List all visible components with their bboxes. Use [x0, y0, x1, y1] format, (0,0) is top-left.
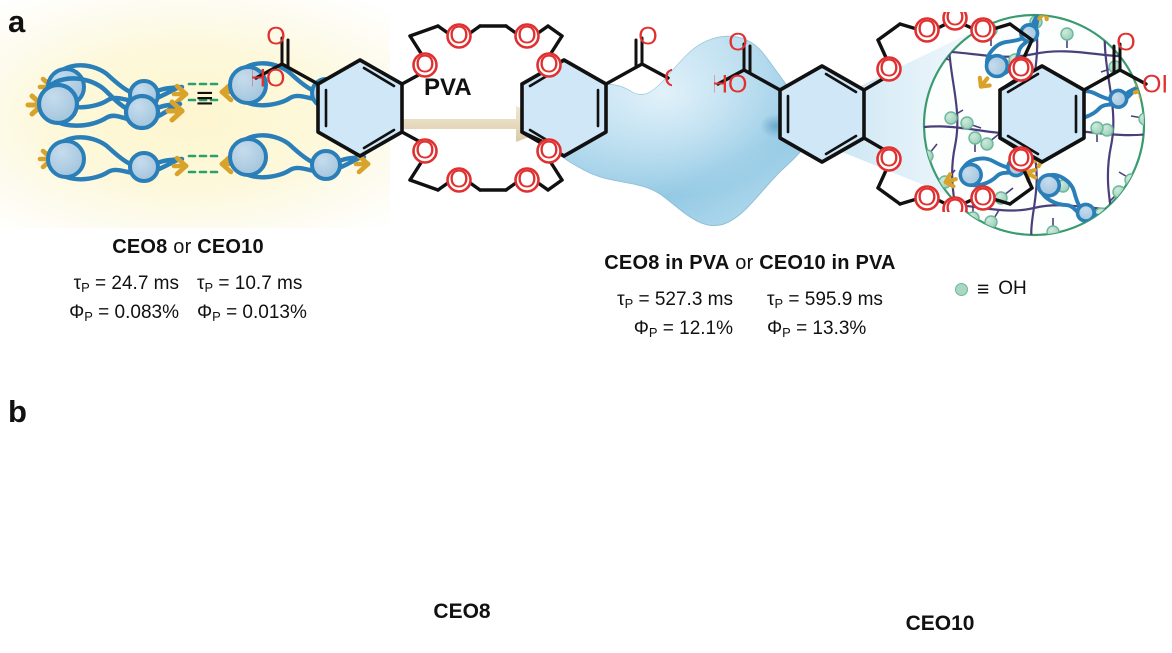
ceo10-bonds [716, 18, 1148, 210]
o-atom: O [945, 195, 964, 212]
ceo10-lifetime: τP = 10.7 ms [197, 273, 303, 295]
right-title-bold-1: CEO8 in PVA [604, 252, 730, 274]
o-atom: O [879, 145, 898, 173]
ceo10-quantum-yield: ΦP = 0.013% [197, 302, 307, 325]
oh-label: OH [664, 65, 672, 93]
o-atom: O [1116, 29, 1135, 57]
panel-b-equivalence-icon: ≡ [196, 82, 214, 115]
panel-b-letter: b [8, 394, 27, 429]
ceo8-pva-quantum-yield: ΦP = 12.1% [633, 318, 733, 341]
dimer-row-bottom [37, 133, 371, 183]
ceo8-bonds [254, 24, 670, 192]
o-atom: O [638, 23, 657, 51]
left-caption-values: τP = 24.7 ms τP = 10.7 ms ΦP = 0.083% ΦP… [18, 269, 358, 328]
equivalence-icon: ≡ [977, 277, 990, 301]
embedded-macrocycle [977, 15, 1049, 89]
hydrogen-bond-dashes [187, 154, 221, 174]
o-atom: O [539, 137, 558, 165]
ceo10-structure: O O HO OH O O O O O O O O O O [714, 12, 1166, 212]
ceo10-pva-quantum-yield: ΦP = 13.3% [767, 318, 867, 341]
right-caption-values: τP = 527.3 ms τP = 595.9 ms ΦP = 12.1% Φ… [540, 285, 960, 344]
left-lifetime-row: τP = 24.7 ms τP = 10.7 ms [18, 269, 358, 298]
oh-label: OH [1142, 71, 1166, 99]
hydrogen-bond-dashes [187, 82, 221, 102]
left-caption-title: CEO8 or CEO10 [18, 236, 358, 259]
o-atom: O [517, 166, 536, 194]
right-caption: CEO8 in PVA or CEO10 in PVA τP = 527.3 m… [540, 252, 960, 344]
macrocycle-left [37, 135, 189, 183]
pva-arrow-icon [385, 106, 563, 142]
left-quantum-yield-row: ΦP = 0.083% ΦP = 0.013% [18, 298, 358, 327]
pva-film-illustration [552, 34, 968, 227]
right-quantum-yield-row: ΦP = 12.1% ΦP = 13.3% [540, 314, 960, 343]
o-atom: O [266, 23, 285, 51]
ceo10-label: CEO10 [905, 612, 975, 635]
hydroxyl-dot-icon [955, 282, 968, 296]
ceo8-quantum-yield: ΦP = 0.083% [69, 302, 179, 325]
left-caption: CEO8 or CEO10 τP = 24.7 ms τP = 10.7 ms … [18, 236, 358, 328]
left-title-bold-1: CEO8 [112, 236, 168, 258]
ceo10-pva-lifetime: τP = 595.9 ms [767, 289, 883, 311]
o-atom: O [973, 184, 992, 212]
right-caption-title: CEO8 in PVA or CEO10 in PVA [540, 252, 960, 275]
ceo8-pva-lifetime: τP = 527.3 ms [617, 289, 733, 311]
o-atom: O [449, 166, 468, 194]
right-lifetime-row: τP = 527.3 ms τP = 595.9 ms [540, 285, 960, 314]
o-atom: O [973, 16, 992, 44]
oh-legend-label: OH [998, 278, 1027, 299]
o-atom: O [415, 51, 434, 79]
o-atom: O [1011, 55, 1030, 83]
panel-a-letter: a [8, 4, 26, 39]
ceo8-oxygen-labels: O O HO OH O O O O O O O O [252, 22, 672, 194]
left-title-bold-2: CEO10 [197, 236, 264, 258]
right-title-conj: or [729, 252, 760, 274]
macrocycle-cartoon-icon [25, 76, 185, 131]
o-atom: O [517, 22, 536, 50]
o-atom: O [945, 12, 964, 32]
o-atom: O [879, 55, 898, 83]
o-atom: O [539, 51, 558, 79]
o-atom: O [728, 29, 747, 57]
ceo10-oxygen-labels: O O HO OH O O O O O O O O O O [714, 12, 1166, 212]
o-atom: O [415, 137, 434, 165]
ceo8-structure: O O HO OH O O O O O O O O [252, 22, 672, 194]
ceo8-lifetime: τP = 24.7 ms [73, 273, 179, 295]
macrocycle-right [219, 133, 371, 181]
ceo8-label: CEO8 [433, 600, 491, 623]
ho-label: HO [252, 65, 286, 93]
o-atom: O [917, 16, 936, 44]
ho-label: HO [714, 71, 748, 99]
pva-arrow-label: PVA [424, 74, 472, 101]
oh-legend: ≡ OH [955, 278, 1027, 300]
left-title-conj: or [167, 236, 198, 258]
right-title-bold-2: CEO10 in PVA [759, 252, 896, 274]
o-atom: O [449, 22, 468, 50]
o-atom: O [1011, 145, 1030, 173]
o-atom: O [917, 184, 936, 212]
